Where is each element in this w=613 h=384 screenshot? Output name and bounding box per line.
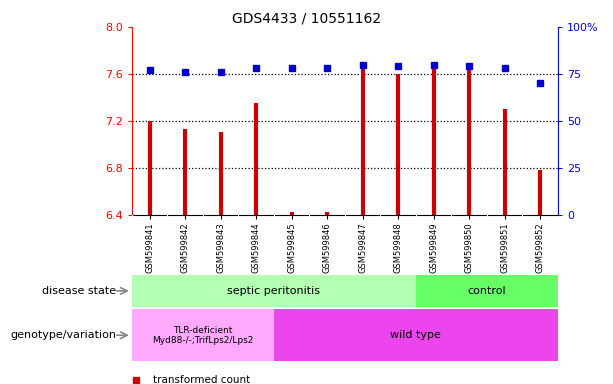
Text: disease state: disease state	[42, 286, 116, 296]
Text: TLR-deficient
Myd88-/-;TrifLps2/Lps2: TLR-deficient Myd88-/-;TrifLps2/Lps2	[152, 326, 254, 345]
Text: wild type: wild type	[390, 330, 441, 340]
Text: genotype/variation: genotype/variation	[10, 330, 116, 340]
Text: GDS4433 / 10551162: GDS4433 / 10551162	[232, 12, 381, 25]
FancyBboxPatch shape	[416, 275, 558, 306]
Text: transformed count: transformed count	[153, 375, 250, 384]
FancyBboxPatch shape	[132, 275, 416, 306]
FancyBboxPatch shape	[132, 309, 274, 361]
Text: control: control	[468, 286, 506, 296]
FancyBboxPatch shape	[274, 309, 558, 361]
Text: septic peritonitis: septic peritonitis	[227, 286, 321, 296]
